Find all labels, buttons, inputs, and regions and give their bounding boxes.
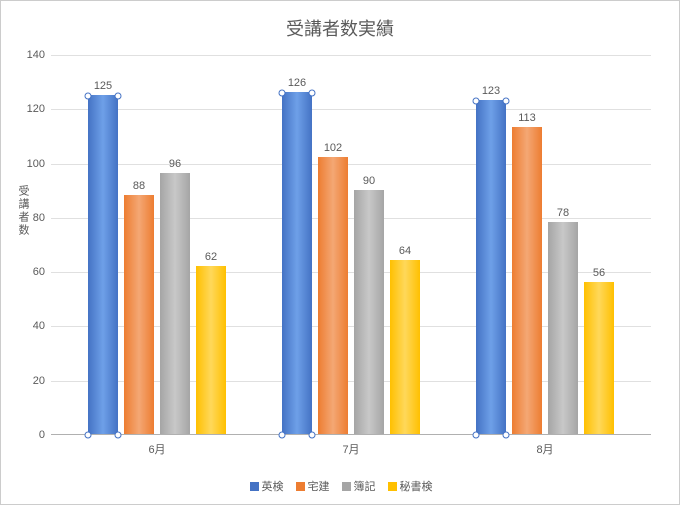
legend-label: 秘書検 (400, 481, 433, 493)
legend-item: 簿記 (342, 478, 376, 494)
legend-label: 宅建 (308, 481, 330, 493)
bar-value-label: 64 (385, 245, 425, 257)
series-marker (309, 90, 316, 97)
bar-value-label: 62 (191, 251, 231, 263)
x-category-label: 7月 (331, 441, 371, 457)
bar (476, 100, 506, 434)
y-tick-label: 140 (21, 49, 45, 61)
x-category-label: 6月 (137, 441, 177, 457)
y-tick-label: 100 (21, 158, 45, 170)
gridline (51, 55, 651, 56)
bar (584, 282, 614, 434)
y-tick-label: 20 (21, 375, 45, 387)
gridline (51, 164, 651, 165)
gridline (51, 109, 651, 110)
bar (88, 95, 118, 434)
y-tick-label: 60 (21, 266, 45, 278)
chart-title: 受講者数実績 (1, 1, 679, 45)
series-marker (279, 90, 286, 97)
bar (354, 190, 384, 434)
series-marker (85, 432, 92, 439)
bar-value-label: 90 (349, 175, 389, 187)
bar (390, 260, 420, 434)
legend-swatch (250, 482, 259, 491)
bar-value-label: 125 (83, 80, 123, 92)
legend-swatch (388, 482, 397, 491)
bar-value-label: 113 (507, 112, 547, 124)
legend-item: 宅建 (296, 478, 330, 494)
bar-value-label: 123 (471, 85, 511, 97)
bar-value-label: 78 (543, 207, 583, 219)
series-marker (309, 432, 316, 439)
bar-value-label: 88 (119, 180, 159, 192)
legend-label: 簿記 (354, 481, 376, 493)
legend-item: 英検 (250, 478, 284, 494)
x-category-label: 8月 (525, 441, 565, 457)
bar (512, 127, 542, 434)
bar (282, 92, 312, 434)
bar (160, 173, 190, 434)
series-marker (115, 92, 122, 99)
legend: 英検 宅建 簿記 秘書検 (1, 478, 680, 494)
legend-label: 英検 (262, 481, 284, 493)
bar-value-label: 96 (155, 158, 195, 170)
series-marker (473, 432, 480, 439)
bar-value-label: 126 (277, 77, 317, 89)
plot-wrap: 0204060801001201406月1258896627月126102906… (51, 55, 651, 455)
y-tick-label: 80 (21, 212, 45, 224)
y-tick-label: 0 (21, 429, 45, 441)
bar (124, 195, 154, 434)
bar-value-label: 102 (313, 142, 353, 154)
series-marker (115, 432, 122, 439)
y-tick-label: 120 (21, 103, 45, 115)
plot-area: 0204060801001201406月1258896627月126102906… (51, 55, 651, 435)
series-marker (503, 98, 510, 105)
bar (196, 266, 226, 434)
bar-value-label: 56 (579, 267, 619, 279)
legend-item: 秘書検 (388, 478, 433, 494)
series-marker (503, 432, 510, 439)
series-marker (279, 432, 286, 439)
bar (548, 222, 578, 434)
legend-swatch (296, 482, 305, 491)
legend-swatch (342, 482, 351, 491)
y-tick-label: 40 (21, 320, 45, 332)
bar (318, 157, 348, 434)
series-marker (473, 98, 480, 105)
chart-frame: 受講者数実績 受講者数 0204060801001201406月12588966… (0, 0, 680, 505)
series-marker (85, 92, 92, 99)
